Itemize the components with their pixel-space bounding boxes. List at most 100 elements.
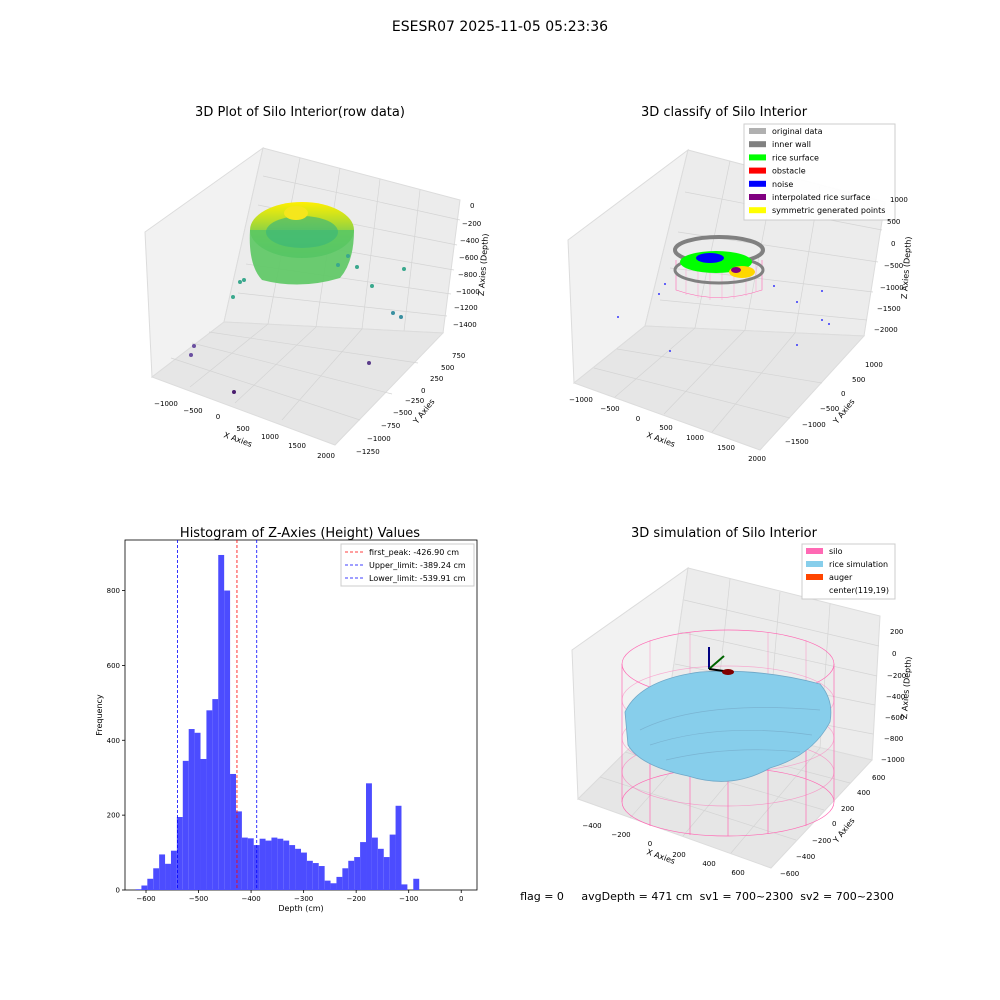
histogram-panel: Histogram of Z-Axies (Height) Values −60…: [95, 526, 478, 913]
classify-legend-swatch: [749, 207, 766, 214]
hist-legend-label: first_peak: -426.90 cm: [369, 548, 459, 557]
classify-legend-label: noise: [772, 180, 793, 189]
hist-bar: [413, 878, 420, 890]
raw-z-tick: −1400: [453, 321, 477, 329]
status-line: flag = 0 avgDepth = 471 cm sv1 = 700~230…: [520, 890, 894, 903]
raw-z-tick: −200: [462, 220, 481, 228]
sim-z-tick: −800: [884, 735, 903, 743]
raw-floor-pane: [150, 321, 445, 446]
classify-z-tick: −500: [884, 262, 903, 270]
hist-bar: [348, 860, 355, 890]
sim-legend-label: auger: [829, 573, 853, 582]
raw-z-label: Z Axies (Depth): [477, 233, 490, 296]
hist-x-tick: −500: [189, 895, 208, 903]
classify-3d-panel: 3D classify of Silo Interior: [567, 105, 913, 463]
classify-y-tick: 1000: [865, 361, 883, 369]
raw-y-tick: 0: [421, 387, 425, 395]
raw-point: [370, 284, 374, 288]
classify-z-tick: −2000: [874, 326, 898, 334]
sim-x-tick: 200: [672, 851, 685, 859]
classify-silo: [673, 235, 765, 300]
hist-x-tick: −200: [347, 895, 366, 903]
hist-bar: [241, 837, 248, 890]
classify-legend-label: rice surface: [772, 153, 819, 162]
sim-legend: silo rice simulation auger center(119,19): [801, 543, 896, 600]
classify-legend-swatch: [749, 167, 766, 174]
hist-y-label: Frequency: [95, 694, 104, 736]
raw-outlier-points: [189, 254, 406, 394]
classify-legend-label: original data: [772, 127, 823, 136]
noise-point: [658, 293, 660, 295]
auger-axis-y: [708, 655, 725, 670]
sim-x-tick: −400: [582, 822, 601, 830]
sim-x-tick: 400: [702, 860, 715, 868]
noise-point: [617, 316, 619, 318]
sim-z-tick: 200: [890, 628, 903, 636]
raw-3d-panel: 3D Plot of Silo Interior(row data): [144, 105, 490, 460]
raw-point: [238, 280, 242, 284]
noise-point: [796, 344, 798, 346]
raw-point: [346, 254, 350, 258]
classify-silo-mesh: [675, 260, 763, 298]
sim-auger: [708, 647, 734, 675]
hist-legend: first_peak: -426.90 cm Upper_limit: -389.…: [340, 543, 475, 587]
sim-title: 3D simulation of Silo Interior: [631, 526, 818, 541]
hist-bar: [401, 884, 408, 890]
classify-z-tick: −1000: [880, 284, 904, 292]
hist-bar: [194, 732, 201, 890]
hist-bar: [371, 837, 378, 890]
hist-bar: [200, 758, 207, 890]
hist-x-label: Depth (cm): [278, 904, 323, 913]
hist-bar: [383, 857, 390, 890]
hist-legend-frame: [340, 543, 475, 587]
raw-z-ticks: 0 −200 −400 −600 −800 −1000 −1200 −1400: [453, 202, 481, 329]
classify-noise-points: [617, 283, 830, 352]
hist-bar: [342, 868, 349, 890]
hist-bar: [389, 834, 396, 890]
raw-ring-highlight: [284, 206, 308, 220]
raw-x-tick: 1000: [261, 433, 279, 441]
classify-y-tick: 500: [852, 376, 865, 384]
hist-x-tick: −400: [241, 895, 260, 903]
hist-y-tick: 600: [107, 662, 120, 670]
hist-x-tick: 0: [459, 895, 463, 903]
classify-y-tick: −1000: [802, 421, 826, 429]
raw-y-tick: −1000: [367, 435, 391, 443]
sim-x-tick: 600: [731, 869, 744, 877]
hist-bar: [301, 852, 307, 890]
raw-point: [367, 361, 371, 365]
hist-bar: [182, 760, 189, 890]
hist-bar: [206, 710, 213, 890]
classify-floor-pane: [572, 325, 866, 451]
classify-legend-swatch: [749, 180, 766, 187]
hist-bar: [188, 729, 195, 890]
hist-bar: [324, 880, 331, 890]
raw-x-label: X Axies: [222, 430, 253, 449]
hist-bar: [176, 817, 183, 890]
classify-y-tick: −1500: [785, 438, 809, 446]
classify-z-tick: 1000: [890, 196, 908, 204]
classify-legend-label: symmetric generated points: [772, 206, 885, 215]
raw-point: [242, 278, 246, 282]
classify-z-tick: 500: [887, 218, 900, 226]
hist-bar: [259, 838, 266, 890]
sim-z-tick: 0: [892, 650, 896, 658]
hist-bar: [135, 889, 142, 890]
hist-bar: [230, 773, 236, 890]
sim-x-ticks: −400 −200 0 200 400 600: [582, 822, 744, 877]
raw-x-tick: −1000: [154, 400, 178, 408]
raw-y-tick: −250: [405, 397, 424, 405]
sim-y-ticks: 600 400 200 0 −200 −400 −600: [780, 774, 885, 878]
hist-x-tick: −300: [294, 895, 313, 903]
sim-z-label: Z Axies (Depth): [900, 656, 913, 719]
raw-x-tick: 1500: [288, 442, 306, 450]
noise-point: [796, 301, 798, 303]
classify-legend: original data inner wall rice surface obsta…: [743, 123, 896, 221]
classify-y-ticks: 1000 500 0 −500 −1000 −1500: [785, 361, 883, 446]
raw-z-tick: −600: [459, 254, 478, 262]
hist-bar: [318, 866, 325, 890]
sim-x-tick: −200: [611, 831, 630, 839]
hist-bar: [330, 883, 337, 890]
hist-y-tick: 800: [107, 587, 120, 595]
sim-legend-label: center(119,19): [829, 586, 889, 595]
